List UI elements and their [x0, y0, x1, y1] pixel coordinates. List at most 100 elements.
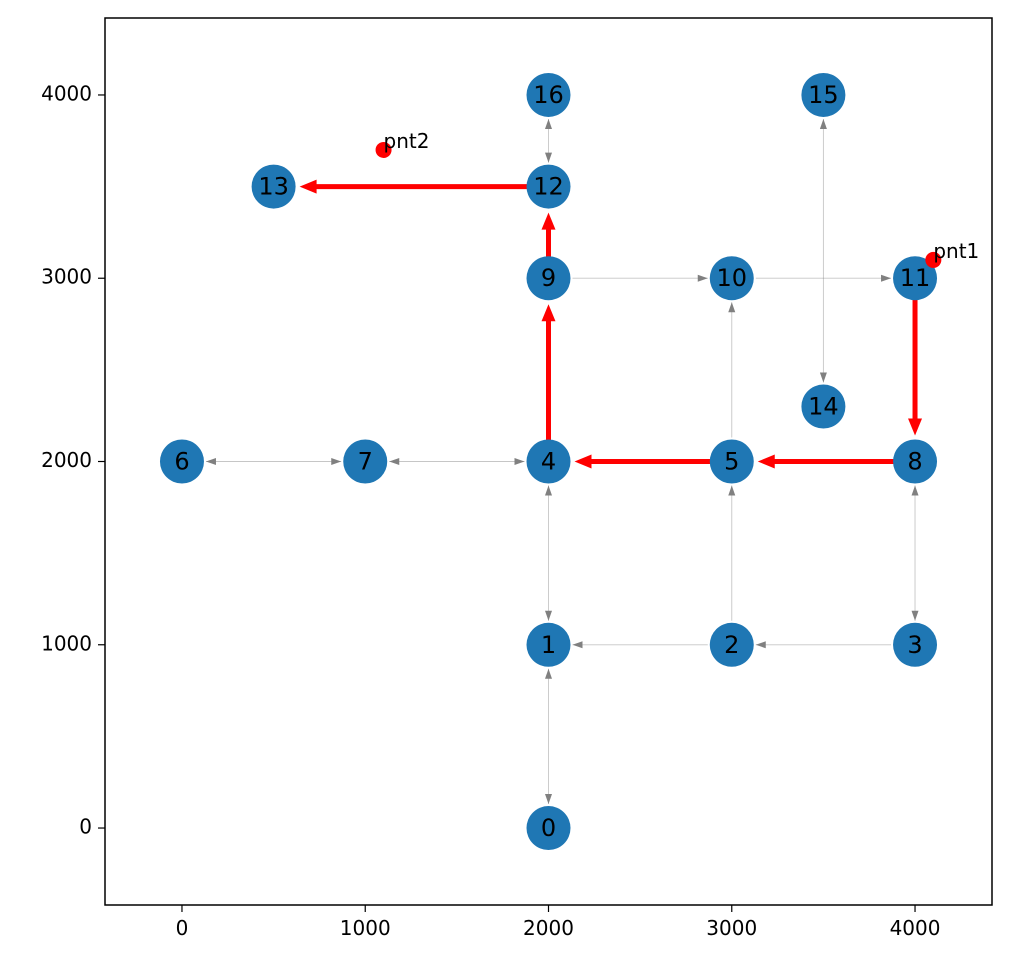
node-circle [526, 806, 571, 851]
edge-7-4 [389, 458, 525, 465]
edge-arrow-head [572, 641, 583, 649]
node-13: 13 [251, 164, 296, 209]
edge-9-10 [572, 274, 708, 282]
node-label: 13 [258, 173, 289, 201]
edge-arrow-head [331, 458, 342, 465]
y-axis: 0 1000 2000 3000 4000 [41, 81, 105, 839]
edge-3-2 [755, 641, 892, 649]
edge-arrow-tail [545, 794, 552, 805]
node-10: 10 [709, 256, 754, 301]
point-marker [375, 141, 392, 158]
node-12: 12 [526, 164, 571, 209]
edge-arrow-tail [819, 118, 827, 129]
edge-arrow-head [911, 485, 919, 496]
edge-arrow-head [755, 641, 766, 649]
node-1: 1 [526, 622, 571, 667]
point-pnt1: pnt1 [925, 239, 979, 268]
path-layer [299, 179, 923, 469]
edge-arrow-head [728, 302, 736, 313]
node-label: 4 [541, 448, 556, 476]
edge-arrow-head [697, 274, 708, 282]
path-arrow-head [908, 418, 923, 436]
x-tick-label: 1000 [340, 916, 391, 940]
node-5: 5 [709, 439, 754, 484]
node-circle [343, 439, 388, 484]
edge-arrow-head [881, 274, 892, 282]
edge-arrow-tail [389, 458, 400, 465]
node-label: 5 [724, 448, 739, 476]
node-circle [526, 256, 571, 301]
node-circle [526, 164, 571, 209]
node-0: 0 [526, 806, 571, 851]
x-tick-label: 2000 [523, 916, 574, 940]
node-15: 15 [801, 72, 846, 117]
node-circle [893, 439, 938, 484]
edge-arrow-head [545, 485, 552, 496]
node-circle [526, 439, 571, 484]
node-label: 14 [808, 393, 839, 421]
node-circle [251, 164, 296, 209]
node-label: 8 [907, 448, 922, 476]
node-16: 16 [526, 72, 571, 117]
node-label: 7 [358, 448, 373, 476]
node-circle [159, 439, 204, 484]
node-3: 3 [893, 622, 938, 667]
point-pnt2: pnt2 [375, 129, 430, 158]
point-label: pnt1 [933, 239, 979, 263]
y-tick-label: 3000 [41, 265, 92, 289]
edge-2-5 [728, 485, 736, 621]
node-circle [526, 622, 571, 667]
edge-16-12 [545, 118, 552, 163]
edge-arrow-tail [545, 610, 552, 621]
edge-0-1 [545, 668, 552, 805]
node-circle [709, 256, 754, 301]
node-label: 16 [533, 81, 564, 109]
y-tick-label: 1000 [41, 631, 92, 655]
y-tick-label: 0 [79, 815, 92, 839]
node-8: 8 [893, 439, 938, 484]
edge-6-7 [205, 458, 342, 465]
edge-arrow-head [819, 372, 827, 383]
edge-3-8 [911, 485, 919, 621]
node-label: 2 [724, 631, 739, 659]
point-label: pnt2 [384, 129, 430, 153]
node-14: 14 [801, 384, 846, 429]
node-4: 4 [526, 439, 571, 484]
edge-arrow-head [514, 458, 525, 465]
edge-15-14 [819, 118, 827, 383]
node-label: 12 [533, 173, 564, 201]
edge-1-4 [545, 485, 552, 621]
path-edge-11-8 [908, 293, 923, 436]
x-tick-label: 4000 [890, 916, 941, 940]
path-arrow-head [574, 454, 592, 469]
node-circle [709, 622, 754, 667]
points-layer: pnt1 pnt2 [375, 129, 979, 268]
node-label: 11 [900, 264, 931, 292]
node-label: 1 [541, 631, 556, 659]
path-arrow-head [541, 212, 556, 230]
path-edge-5-4 [574, 454, 717, 469]
edge-2-1 [572, 641, 708, 649]
node-6: 6 [159, 439, 204, 484]
path-arrow-head [299, 179, 317, 194]
edge-10-11 [755, 274, 892, 282]
node-label: 6 [174, 448, 189, 476]
edge-arrow-tail [205, 458, 216, 465]
node-circle [526, 72, 571, 117]
path-arrow-head [757, 454, 775, 469]
point-marker [925, 251, 942, 268]
node-circle [801, 384, 846, 429]
x-tick-label: 3000 [706, 916, 757, 940]
path-edge-4-9 [541, 304, 556, 446]
node-circle [801, 72, 846, 117]
edge-5-10 [728, 302, 736, 438]
node-circle [893, 256, 938, 301]
path-edge-8-5 [757, 454, 900, 469]
edge-arrow-head [545, 152, 552, 163]
edge-arrow-head [728, 485, 736, 496]
node-11: 11 [893, 256, 938, 301]
path-edge-12-13 [299, 179, 533, 194]
y-tick-label: 4000 [41, 81, 92, 105]
